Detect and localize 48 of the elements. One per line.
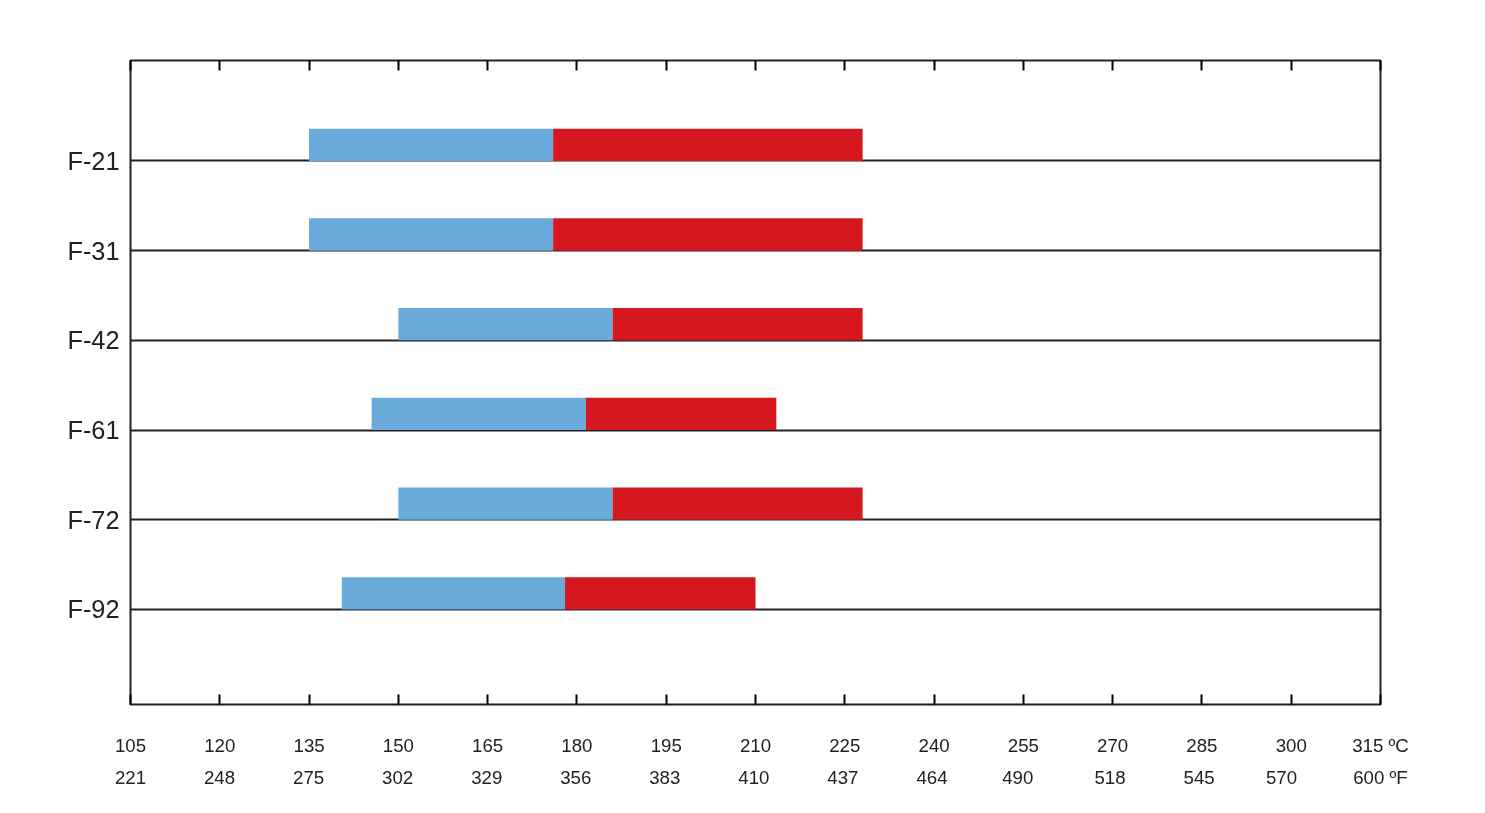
x2-tick-label: 464 bbox=[916, 766, 948, 788]
bar bbox=[553, 218, 863, 251]
bar bbox=[565, 577, 756, 610]
x-tick-label: 165 bbox=[472, 734, 504, 756]
x-tick-label: 300 bbox=[1275, 734, 1307, 756]
x2-tick-label: 302 bbox=[382, 766, 414, 788]
bar bbox=[371, 397, 586, 431]
x2-tick-label: 518 bbox=[1094, 766, 1126, 788]
x-tick-label: 225 bbox=[829, 734, 861, 756]
bar bbox=[585, 397, 777, 431]
y-tick-label: F-72 bbox=[67, 505, 120, 534]
x-tick-label: 180 bbox=[561, 734, 593, 756]
x-tick-label: 150 bbox=[382, 734, 414, 756]
y-tick-label: F-92 bbox=[67, 595, 120, 624]
bar bbox=[398, 308, 613, 341]
bar bbox=[612, 308, 863, 341]
x2-tick-label: 490 bbox=[1002, 766, 1034, 788]
y-tick-label: F-61 bbox=[67, 416, 120, 445]
x-tick-label: 270 bbox=[1097, 734, 1129, 756]
y-tick-label: F-31 bbox=[67, 236, 120, 265]
bar bbox=[341, 577, 566, 610]
y-tick-label: F-21 bbox=[67, 146, 120, 175]
bar bbox=[398, 487, 613, 520]
x2-tick-label: 221 bbox=[114, 766, 147, 788]
x-tick-label: 195 bbox=[650, 734, 682, 756]
x2-tick-label: 570 bbox=[1265, 766, 1298, 788]
y-tick-label: F-42 bbox=[67, 326, 120, 355]
x-tick-label: 135 bbox=[293, 734, 325, 756]
x-tick-label: 210 bbox=[739, 734, 772, 756]
x-tick-label: 240 bbox=[918, 734, 950, 756]
x2-tick-label: 600 ºF bbox=[1353, 766, 1408, 788]
x-tick-label: 120 bbox=[204, 734, 236, 756]
x-tick-label: 105 bbox=[114, 734, 147, 756]
x2-tick-label: 437 bbox=[827, 766, 859, 788]
bar bbox=[309, 218, 554, 251]
x2-tick-label: 545 bbox=[1183, 766, 1215, 788]
x-tick-label: 255 bbox=[1007, 734, 1039, 756]
x-tick-label: 285 bbox=[1186, 734, 1218, 756]
bar bbox=[553, 128, 863, 161]
bar bbox=[612, 487, 863, 520]
x2-tick-label: 383 bbox=[649, 766, 681, 788]
x-tick-label: 315 ºC bbox=[1352, 734, 1409, 756]
bar bbox=[309, 128, 554, 161]
x2-tick-label: 410 bbox=[738, 766, 770, 788]
x2-tick-label: 356 bbox=[560, 766, 592, 788]
x2-tick-label: 329 bbox=[471, 766, 503, 788]
x2-tick-label: 248 bbox=[203, 766, 236, 788]
x2-tick-label: 275 bbox=[293, 766, 325, 788]
